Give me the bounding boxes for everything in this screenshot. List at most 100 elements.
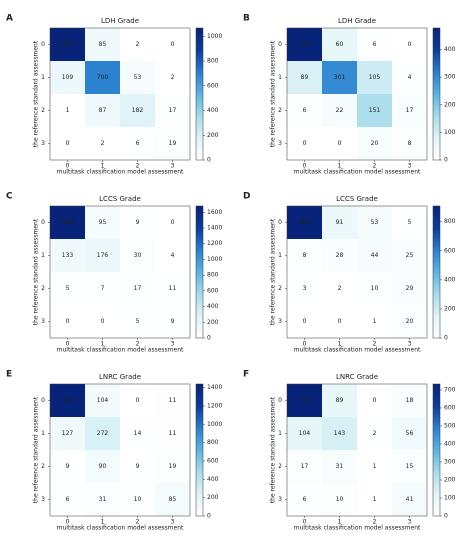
x-tick-label: 1 <box>338 341 342 348</box>
cell-label: 5 <box>136 318 140 325</box>
cell <box>50 272 86 306</box>
cell-label: 10 <box>134 496 142 503</box>
colorbar-tick-label: 0 <box>207 513 211 520</box>
cell <box>287 61 323 95</box>
y-tick-label: 1 <box>41 252 45 259</box>
cell-label: 6 <box>136 140 140 147</box>
y-tick-label: 2 <box>41 285 45 292</box>
cell <box>155 417 191 451</box>
colorbar-tick-label: 400 <box>207 476 219 483</box>
colorbar-tick-label: 0 <box>207 335 211 342</box>
panel-label: B <box>243 14 250 24</box>
cell <box>392 272 428 306</box>
cell <box>357 94 393 128</box>
cell <box>287 417 323 451</box>
panel-label: C <box>6 192 13 202</box>
cell-label: 0 <box>408 41 412 48</box>
cell-label: 4 <box>408 74 412 81</box>
colorbar-tick-label: 0 <box>444 335 448 342</box>
cell-label: 11 <box>169 285 177 292</box>
cell-label: 0 <box>303 140 307 147</box>
cell-label: 182 <box>132 107 144 114</box>
colorbar-tick-label: 1000 <box>207 33 222 40</box>
colorbar-tick-label: 400 <box>444 276 456 283</box>
cell-label: 143 <box>334 430 346 437</box>
y-axis-label: the reference standard assessment <box>33 40 40 147</box>
cell-label: 60 <box>336 41 344 48</box>
cell-label: 29 <box>406 285 414 292</box>
cell-label: 17 <box>134 285 142 292</box>
colorbar <box>432 205 441 339</box>
cell-label: 41 <box>406 496 414 503</box>
x-axis-label: multitask classification model assessmen… <box>57 347 184 354</box>
cell-label: 176 <box>97 252 109 259</box>
y-tick-label: 0 <box>278 397 282 404</box>
cell <box>287 127 323 161</box>
colorbar-tick-label: 800 <box>444 218 456 225</box>
cell <box>287 384 323 418</box>
cell <box>392 28 428 62</box>
cell-label: 9 <box>171 318 175 325</box>
cell <box>120 28 156 62</box>
y-tick-label: 2 <box>278 285 282 292</box>
cell-label: 90 <box>99 463 107 470</box>
cell <box>120 206 156 240</box>
chart-title: LCCS Grade <box>99 195 141 203</box>
cell-label: 301 <box>334 74 346 81</box>
y-tick-label: 1 <box>41 74 45 81</box>
x-axis-label: multitask classification model assessmen… <box>57 169 184 176</box>
cell <box>287 305 323 339</box>
colorbar <box>195 27 204 161</box>
y-axis-label: the reference standard assessment <box>33 396 40 503</box>
cell <box>85 127 121 161</box>
cell <box>357 384 393 418</box>
cell-label: 5 <box>66 285 70 292</box>
cell-label: 0 <box>66 318 70 325</box>
cell <box>392 94 428 128</box>
y-tick-label: 2 <box>278 107 282 114</box>
cell-label: 0 <box>171 41 175 48</box>
cell <box>85 483 121 517</box>
colorbar-tick-label: 400 <box>207 107 219 114</box>
y-tick-label: 2 <box>41 107 45 114</box>
cell-label: 9 <box>136 219 140 226</box>
cell <box>120 384 156 418</box>
cell <box>287 206 323 240</box>
y-tick-label: 1 <box>278 74 282 81</box>
cell <box>155 450 191 484</box>
colorbar-tick-label: 1200 <box>207 240 222 247</box>
colorbar-tick-label: 1000 <box>207 256 222 263</box>
cell <box>155 127 191 161</box>
cell <box>155 483 191 517</box>
y-tick-label: 2 <box>41 463 45 470</box>
cell-label: 28 <box>336 252 344 259</box>
colorbar-tick-label: 0 <box>207 157 211 164</box>
cell <box>322 483 358 517</box>
cell-label: 0 <box>66 140 70 147</box>
cell-label: 17 <box>406 107 414 114</box>
cell-label: 109 <box>62 74 74 81</box>
cell <box>50 305 86 339</box>
cell-label: 6 <box>303 496 307 503</box>
colorbar-tick-label: 0 <box>444 157 448 164</box>
cell <box>322 384 358 418</box>
cell-label: 44 <box>371 252 379 259</box>
cell <box>287 450 323 484</box>
cell-label: 0 <box>338 140 342 147</box>
y-tick-label: 0 <box>278 41 282 48</box>
cell <box>392 417 428 451</box>
cell-label: 104 <box>299 430 311 437</box>
cell-label: 53 <box>371 219 379 226</box>
cell-label: 0 <box>373 397 377 404</box>
plot-frame <box>49 383 191 517</box>
chart-title: LNRC Grade <box>99 373 141 381</box>
y-tick-label: 2 <box>278 463 282 470</box>
cell <box>85 450 121 484</box>
cell <box>392 127 428 161</box>
cell-label: 4 <box>171 252 175 259</box>
cell <box>50 417 86 451</box>
colorbar-tick-label: 1400 <box>207 384 222 391</box>
x-tick-label: 3 <box>408 519 412 526</box>
x-tick-label: 0 <box>303 519 307 526</box>
y-tick-label: 3 <box>278 318 282 325</box>
